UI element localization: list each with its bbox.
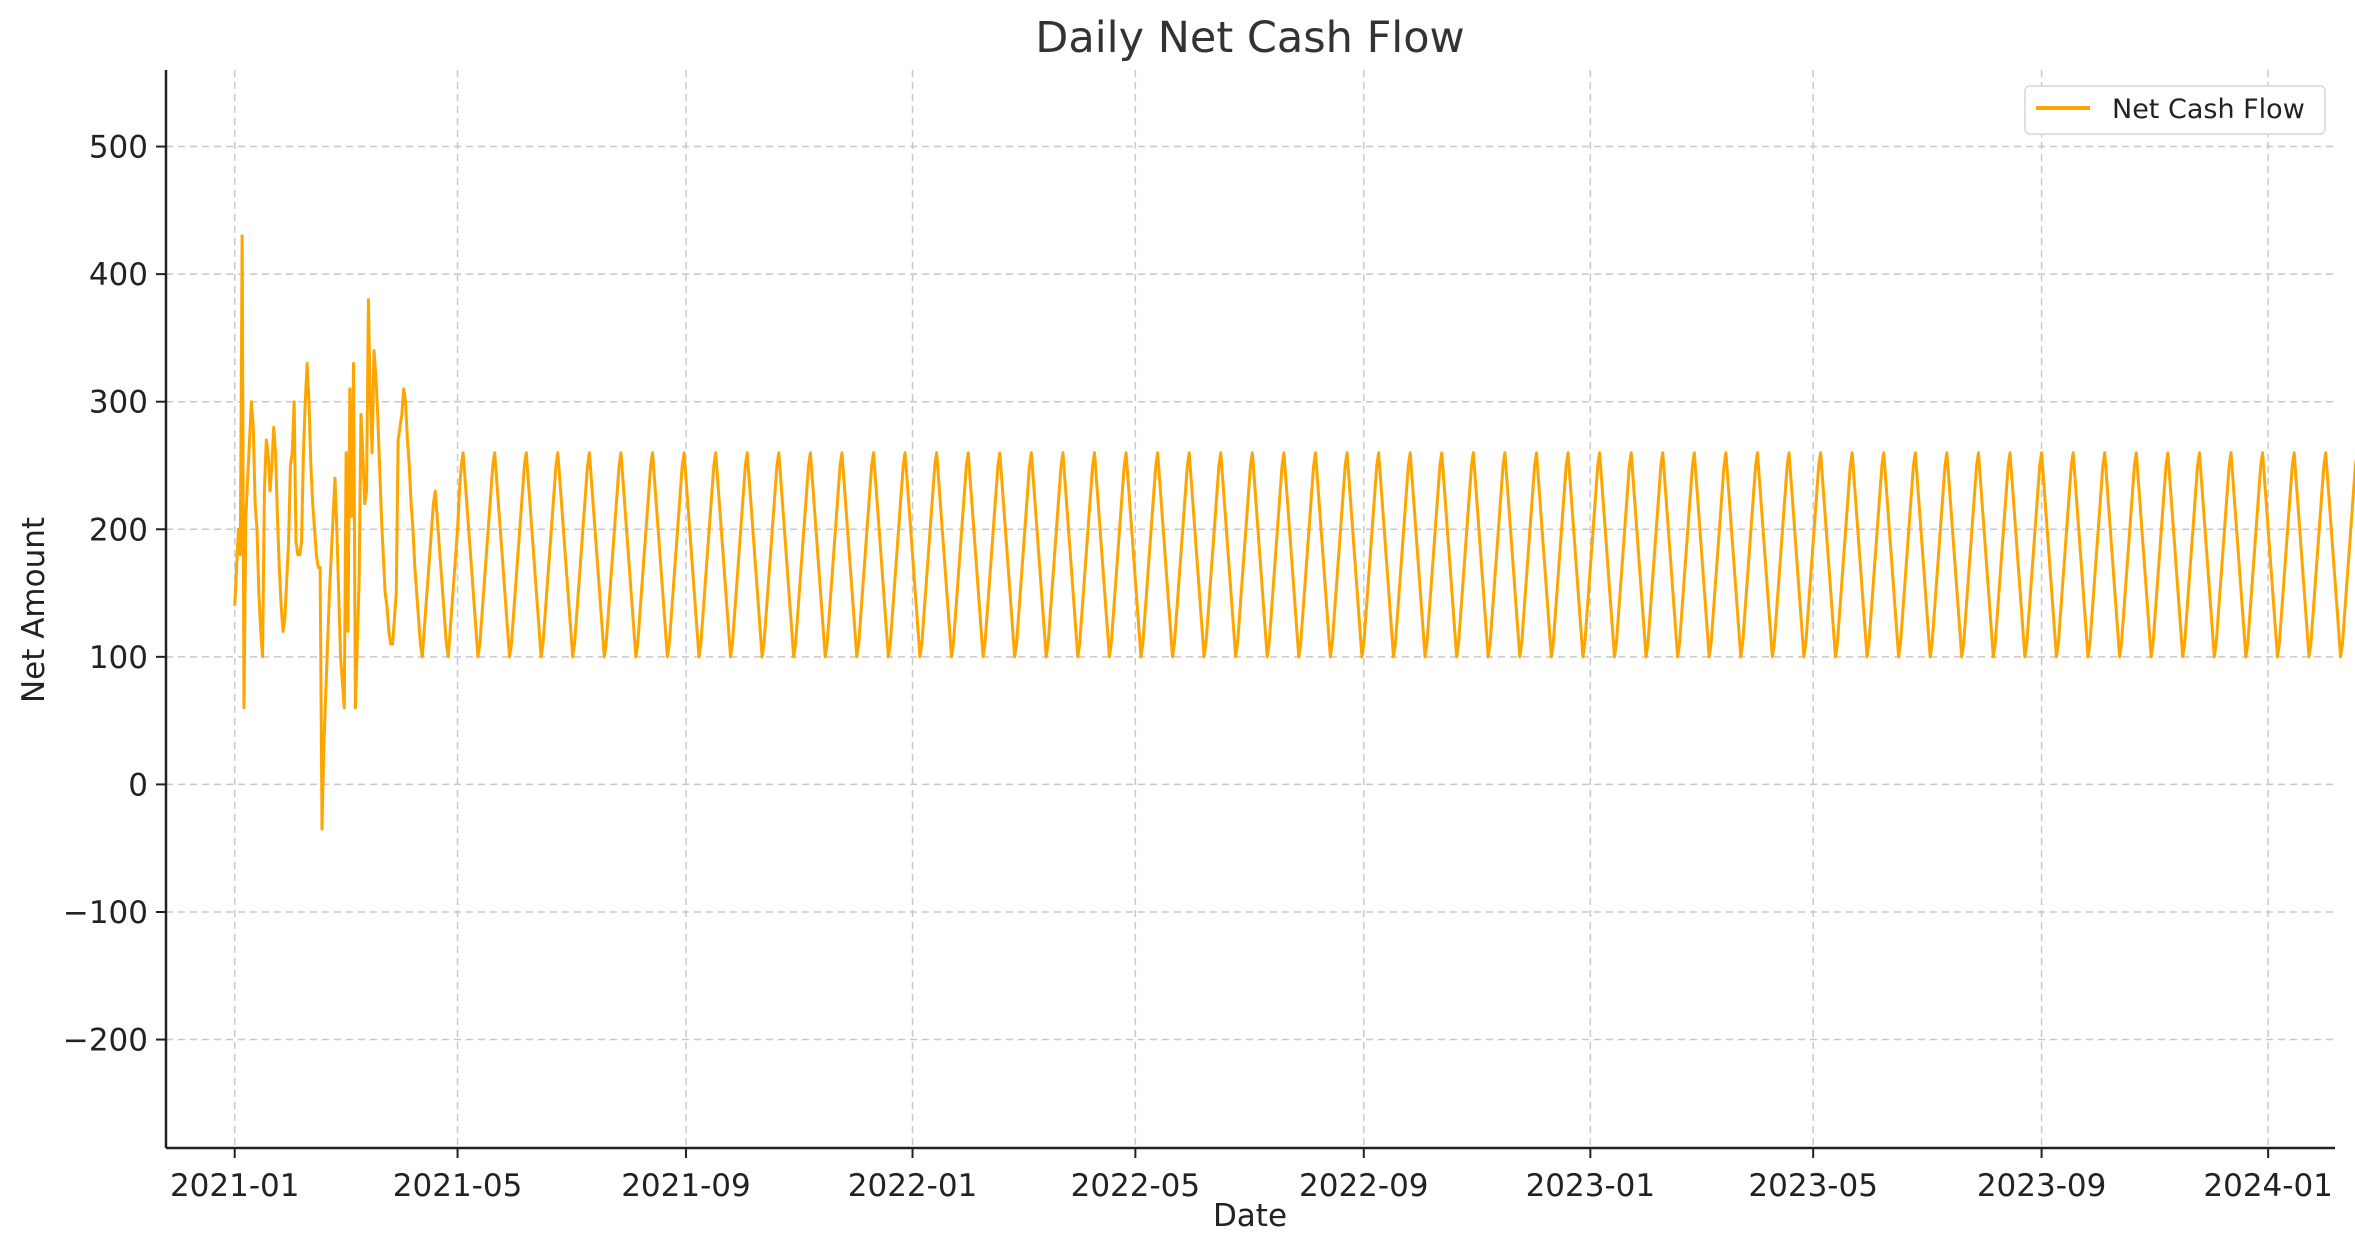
x-axis-label: Date (1213, 1198, 1287, 1234)
x-tick-label: 2021-01 (170, 1168, 300, 1204)
x-tick-label: 2023-05 (1748, 1168, 1878, 1204)
x-tick-label: 2022-09 (1299, 1168, 1429, 1204)
axes (164, 70, 2335, 1150)
y-tick-label: 200 (89, 512, 148, 548)
legend: Net Cash Flow (2024, 85, 2326, 135)
chart-title: Daily Net Cash Flow (1035, 13, 1464, 63)
series-layer (233, 234, 2355, 831)
y-tick-label: 300 (89, 385, 148, 421)
x-tick-label: 2022-01 (848, 1168, 978, 1204)
x-tick-label: 2024-01 (2203, 1168, 2333, 1204)
x-tick-label: 2021-09 (621, 1168, 751, 1204)
y-tick-label: 400 (89, 257, 148, 293)
legend-box (2024, 85, 2326, 135)
y-tick-label: 0 (128, 767, 148, 803)
y-axis-label: Net Amount (16, 517, 52, 703)
y-tick-label: 500 (89, 130, 148, 166)
y-ticks: −200 −100 0 100 200 300 400 500 (63, 130, 166, 1059)
x-tick-label: 2023-09 (1977, 1168, 2107, 1204)
y-tick-label: −200 (63, 1023, 148, 1059)
y-tick-label: 100 (89, 640, 148, 676)
y-tick-label: −100 (63, 895, 148, 931)
x-tick-label: 2022-05 (1071, 1168, 1201, 1204)
grid (166, 70, 2335, 1148)
x-tick-label: 2023-01 (1526, 1168, 1656, 1204)
x-tick-label: 2021-05 (393, 1168, 523, 1204)
legend-label-net-cash-flow: Net Cash Flow (2112, 94, 2305, 125)
series-line-net-cash-flow (233, 234, 2355, 831)
x-ticks: 2021-01 2021-05 2021-09 2022-01 2022-05 2022-… (170, 1148, 2333, 1204)
